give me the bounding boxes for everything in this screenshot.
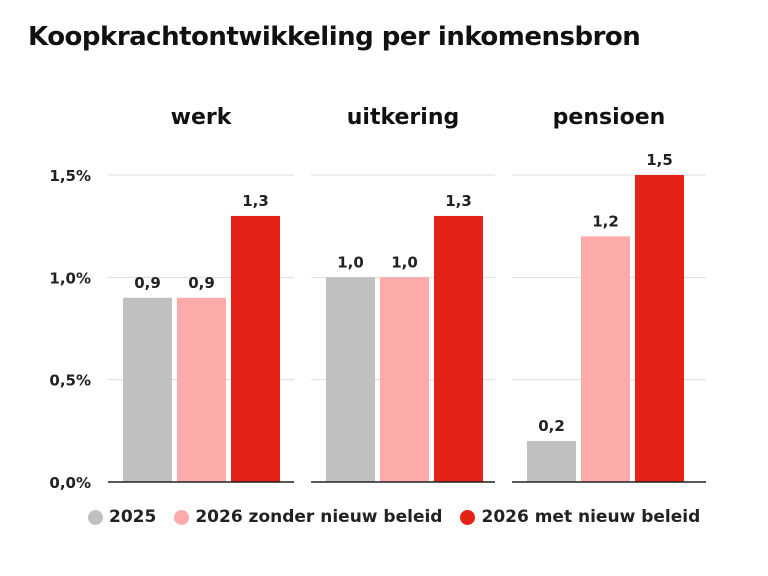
- y-tick-label: 1,5%: [49, 167, 91, 185]
- legend-swatch: [174, 509, 190, 525]
- bar-uitkering-1: [326, 277, 375, 482]
- data-label: 1,5: [646, 151, 673, 169]
- bar-uitkering-3: [434, 215, 483, 482]
- panel-title-werk: werk: [171, 105, 233, 130]
- legend-swatch: [88, 509, 103, 525]
- legend-item: 2026 met nieuw beleid: [460, 507, 700, 527]
- chart-title: Koopkrachtontwikkeling per inkomensbron: [28, 22, 641, 52]
- legend-item: 2026 zonder nieuw beleid: [174, 507, 442, 527]
- bar-werk-2: [177, 297, 226, 482]
- data-label: 0,9: [134, 274, 161, 292]
- data-label: 1,0: [337, 253, 364, 271]
- legend-label: 2025: [109, 507, 157, 527]
- bar-pensioen-2: [581, 236, 630, 482]
- data-label: 0,9: [188, 274, 215, 292]
- legend-item: 2025: [88, 507, 156, 527]
- bar-werk-3: [231, 215, 280, 482]
- bar-pensioen-1: [527, 441, 576, 482]
- legend: 2025 2026 zonder nieuw beleid 2026 met nie…: [88, 504, 718, 530]
- data-label: 1,0: [391, 253, 418, 271]
- bar-uitkering-2: [380, 277, 429, 482]
- data-label: 1,3: [242, 192, 269, 210]
- data-label: 1,2: [592, 212, 619, 230]
- y-tick-label: 0,0%: [49, 474, 91, 492]
- bar-pensioen-3: [635, 175, 684, 482]
- data-label: 1,3: [445, 192, 472, 210]
- legend-label: 2026 zonder nieuw beleid: [195, 507, 443, 527]
- legend-swatch: [460, 509, 476, 525]
- panel-title-pensioen: pensioen: [553, 105, 666, 130]
- panel-title-uitkering: uitkering: [347, 105, 459, 130]
- legend-label: 2026 met nieuw beleid: [481, 507, 701, 527]
- y-tick-label: 1,0%: [49, 269, 91, 287]
- y-tick-label: 0,5%: [49, 372, 91, 390]
- data-label: 0,2: [538, 417, 565, 435]
- bar-werk-1: [123, 297, 172, 482]
